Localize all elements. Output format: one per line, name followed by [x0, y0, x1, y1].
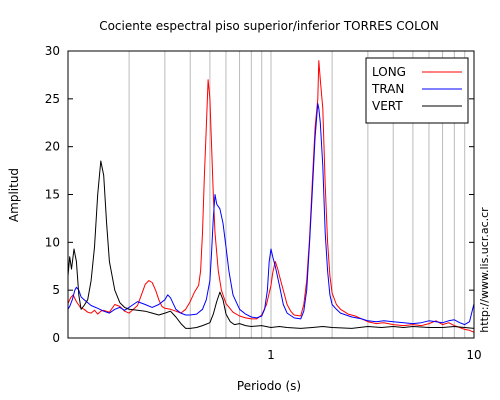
- x-axis-label: Periodo (s): [237, 379, 301, 393]
- axes: 0 5 10 15 20 25 30 1 10: [45, 44, 482, 362]
- x-tick-label: 1: [267, 348, 275, 362]
- y-axis-label: Amplitud: [7, 168, 21, 222]
- legend-label-vert: VERT: [372, 99, 403, 113]
- series-line-vert: [67, 160, 475, 329]
- x-tick-label: 10: [466, 348, 481, 362]
- y-tick-label: 15: [45, 188, 60, 202]
- legend-label-long: LONG: [372, 65, 406, 79]
- y-tick-label: 10: [45, 235, 60, 249]
- legend-label-tran: TRAN: [371, 82, 404, 96]
- legend: LONG TRAN VERT: [365, 57, 469, 124]
- watermark-url: http://www.lis.ucr.ac.cr: [478, 207, 491, 333]
- y-tick-label: 5: [52, 283, 60, 297]
- legend-box: [365, 57, 469, 124]
- chart-title: Cociente espectral piso superior/inferio…: [99, 19, 439, 33]
- y-tick-label: 0: [52, 331, 60, 345]
- y-tick-label: 25: [45, 92, 60, 106]
- y-tick-label: 20: [45, 140, 60, 154]
- series-line-tran: [67, 103, 475, 326]
- y-tick-label: 30: [45, 44, 60, 58]
- legend-entries: LONG TRAN VERT: [371, 65, 462, 113]
- series-group: [67, 60, 475, 333]
